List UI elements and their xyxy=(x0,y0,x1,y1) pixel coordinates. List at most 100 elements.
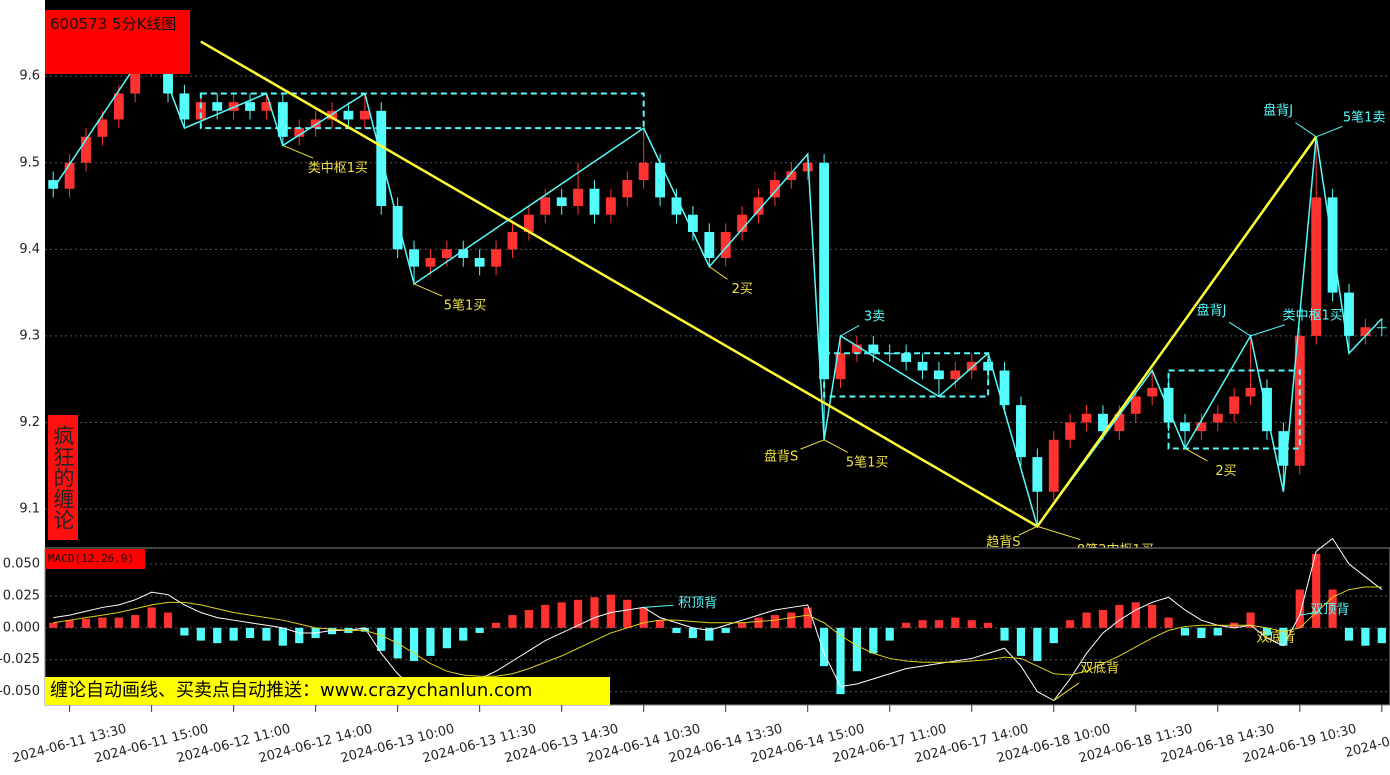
macd-bar xyxy=(163,612,173,628)
annotation: 双底背 xyxy=(1256,630,1295,646)
macd-bar xyxy=(787,612,796,628)
candle-body xyxy=(1344,292,1354,336)
candle-body xyxy=(179,93,190,120)
candle-body xyxy=(540,197,551,215)
annotation: 双顶背 xyxy=(1310,603,1349,618)
annotation-arrow xyxy=(413,283,443,297)
annotation-arrow xyxy=(1053,682,1080,701)
chart-title: 600573 5分K线图 xyxy=(45,10,190,74)
macd-bar xyxy=(852,627,862,672)
candle-body xyxy=(507,232,518,250)
macd-bar xyxy=(934,620,944,628)
candle-body xyxy=(999,370,1010,406)
macd-bar xyxy=(508,615,517,628)
macd-bar xyxy=(803,607,812,628)
annotation-arrow xyxy=(1295,122,1317,138)
annotation: 3卖 xyxy=(864,309,885,324)
annotation: 类中枢1买 xyxy=(308,161,368,176)
annotation-arrow xyxy=(1037,525,1081,541)
macd-bar xyxy=(967,620,976,628)
candle-body xyxy=(901,353,912,362)
macd-bar xyxy=(1148,604,1157,628)
macd-bar xyxy=(623,599,632,628)
macd-bar xyxy=(1377,627,1386,644)
candle-body xyxy=(130,67,141,94)
macd-bar xyxy=(1295,589,1304,628)
candle-body xyxy=(835,353,846,380)
candle-body xyxy=(1130,396,1141,414)
candle-body xyxy=(343,110,354,120)
y-tick-label: 0.000 xyxy=(3,620,40,635)
candle-body xyxy=(1262,387,1272,432)
macd-bar xyxy=(98,617,107,628)
candle-body xyxy=(671,197,682,215)
y-tick-label: 9.1 xyxy=(19,502,40,517)
annotation: 2买 xyxy=(732,282,753,297)
annotation: 盘背S xyxy=(764,448,798,464)
candle-body xyxy=(113,93,124,120)
macd-bar xyxy=(524,609,533,628)
candle-body xyxy=(228,102,239,111)
macd-bar xyxy=(836,627,845,695)
macd-bar xyxy=(902,622,911,628)
candle-body xyxy=(983,361,994,371)
macd-bar xyxy=(573,599,583,628)
candle-body xyxy=(1311,197,1322,336)
pivot-box xyxy=(823,352,990,398)
macd-bar xyxy=(1131,602,1140,628)
macd-bar xyxy=(655,620,665,628)
candle-body xyxy=(1147,387,1158,397)
macd-title: MACD(12,26,9) xyxy=(45,549,145,569)
macd-bar xyxy=(377,627,386,651)
macd-bar xyxy=(951,617,960,628)
macd-bar xyxy=(1312,553,1321,628)
macd-line xyxy=(53,537,1383,702)
candle-body xyxy=(441,249,452,258)
macd-bar xyxy=(672,627,681,633)
macd-bar xyxy=(885,627,894,641)
candle-body xyxy=(491,249,501,267)
candle-body xyxy=(245,102,255,111)
macd-bar xyxy=(1246,612,1255,628)
candle-body xyxy=(1114,413,1125,432)
macd-bar xyxy=(1279,627,1288,646)
macd-bar xyxy=(409,627,419,661)
macd-bar xyxy=(1180,627,1190,636)
candle-body xyxy=(622,180,633,198)
annotation-arrow xyxy=(1184,448,1208,462)
candle-body xyxy=(392,206,403,250)
candle-body xyxy=(589,188,600,215)
annotation-arrow xyxy=(1018,525,1038,536)
candle-body xyxy=(687,214,698,233)
y-tick-label: -0.050 xyxy=(0,684,40,699)
annotation: 5笔1卖 xyxy=(1343,109,1386,125)
macd-bar xyxy=(245,627,255,639)
candle-body xyxy=(934,370,944,380)
candle-body xyxy=(425,257,436,267)
stroke-line xyxy=(52,39,1383,529)
pivot-box xyxy=(1167,369,1301,450)
candle-body xyxy=(819,162,830,380)
annotation: 5笔1买 xyxy=(444,297,487,313)
annotation-arrow xyxy=(800,439,825,450)
candle-body xyxy=(1032,457,1043,492)
macd-bar xyxy=(738,622,747,628)
macd-bar xyxy=(869,627,878,654)
annotation: 2买 xyxy=(1215,464,1236,479)
candle-body xyxy=(409,249,419,267)
annotation-arrow xyxy=(1250,324,1285,337)
annotation: 5笔1买 xyxy=(846,454,889,470)
macd-bar xyxy=(475,627,484,633)
candle-body xyxy=(359,110,370,120)
candle-body xyxy=(474,257,485,267)
candle-body xyxy=(1212,413,1223,423)
candle-body xyxy=(81,136,91,163)
candle-body xyxy=(1229,396,1240,414)
macd-bar xyxy=(491,622,501,628)
macd-bar xyxy=(278,627,287,646)
candle-body xyxy=(1376,327,1387,329)
annotation: 盘背J xyxy=(1263,102,1293,118)
candle-body xyxy=(704,232,715,258)
